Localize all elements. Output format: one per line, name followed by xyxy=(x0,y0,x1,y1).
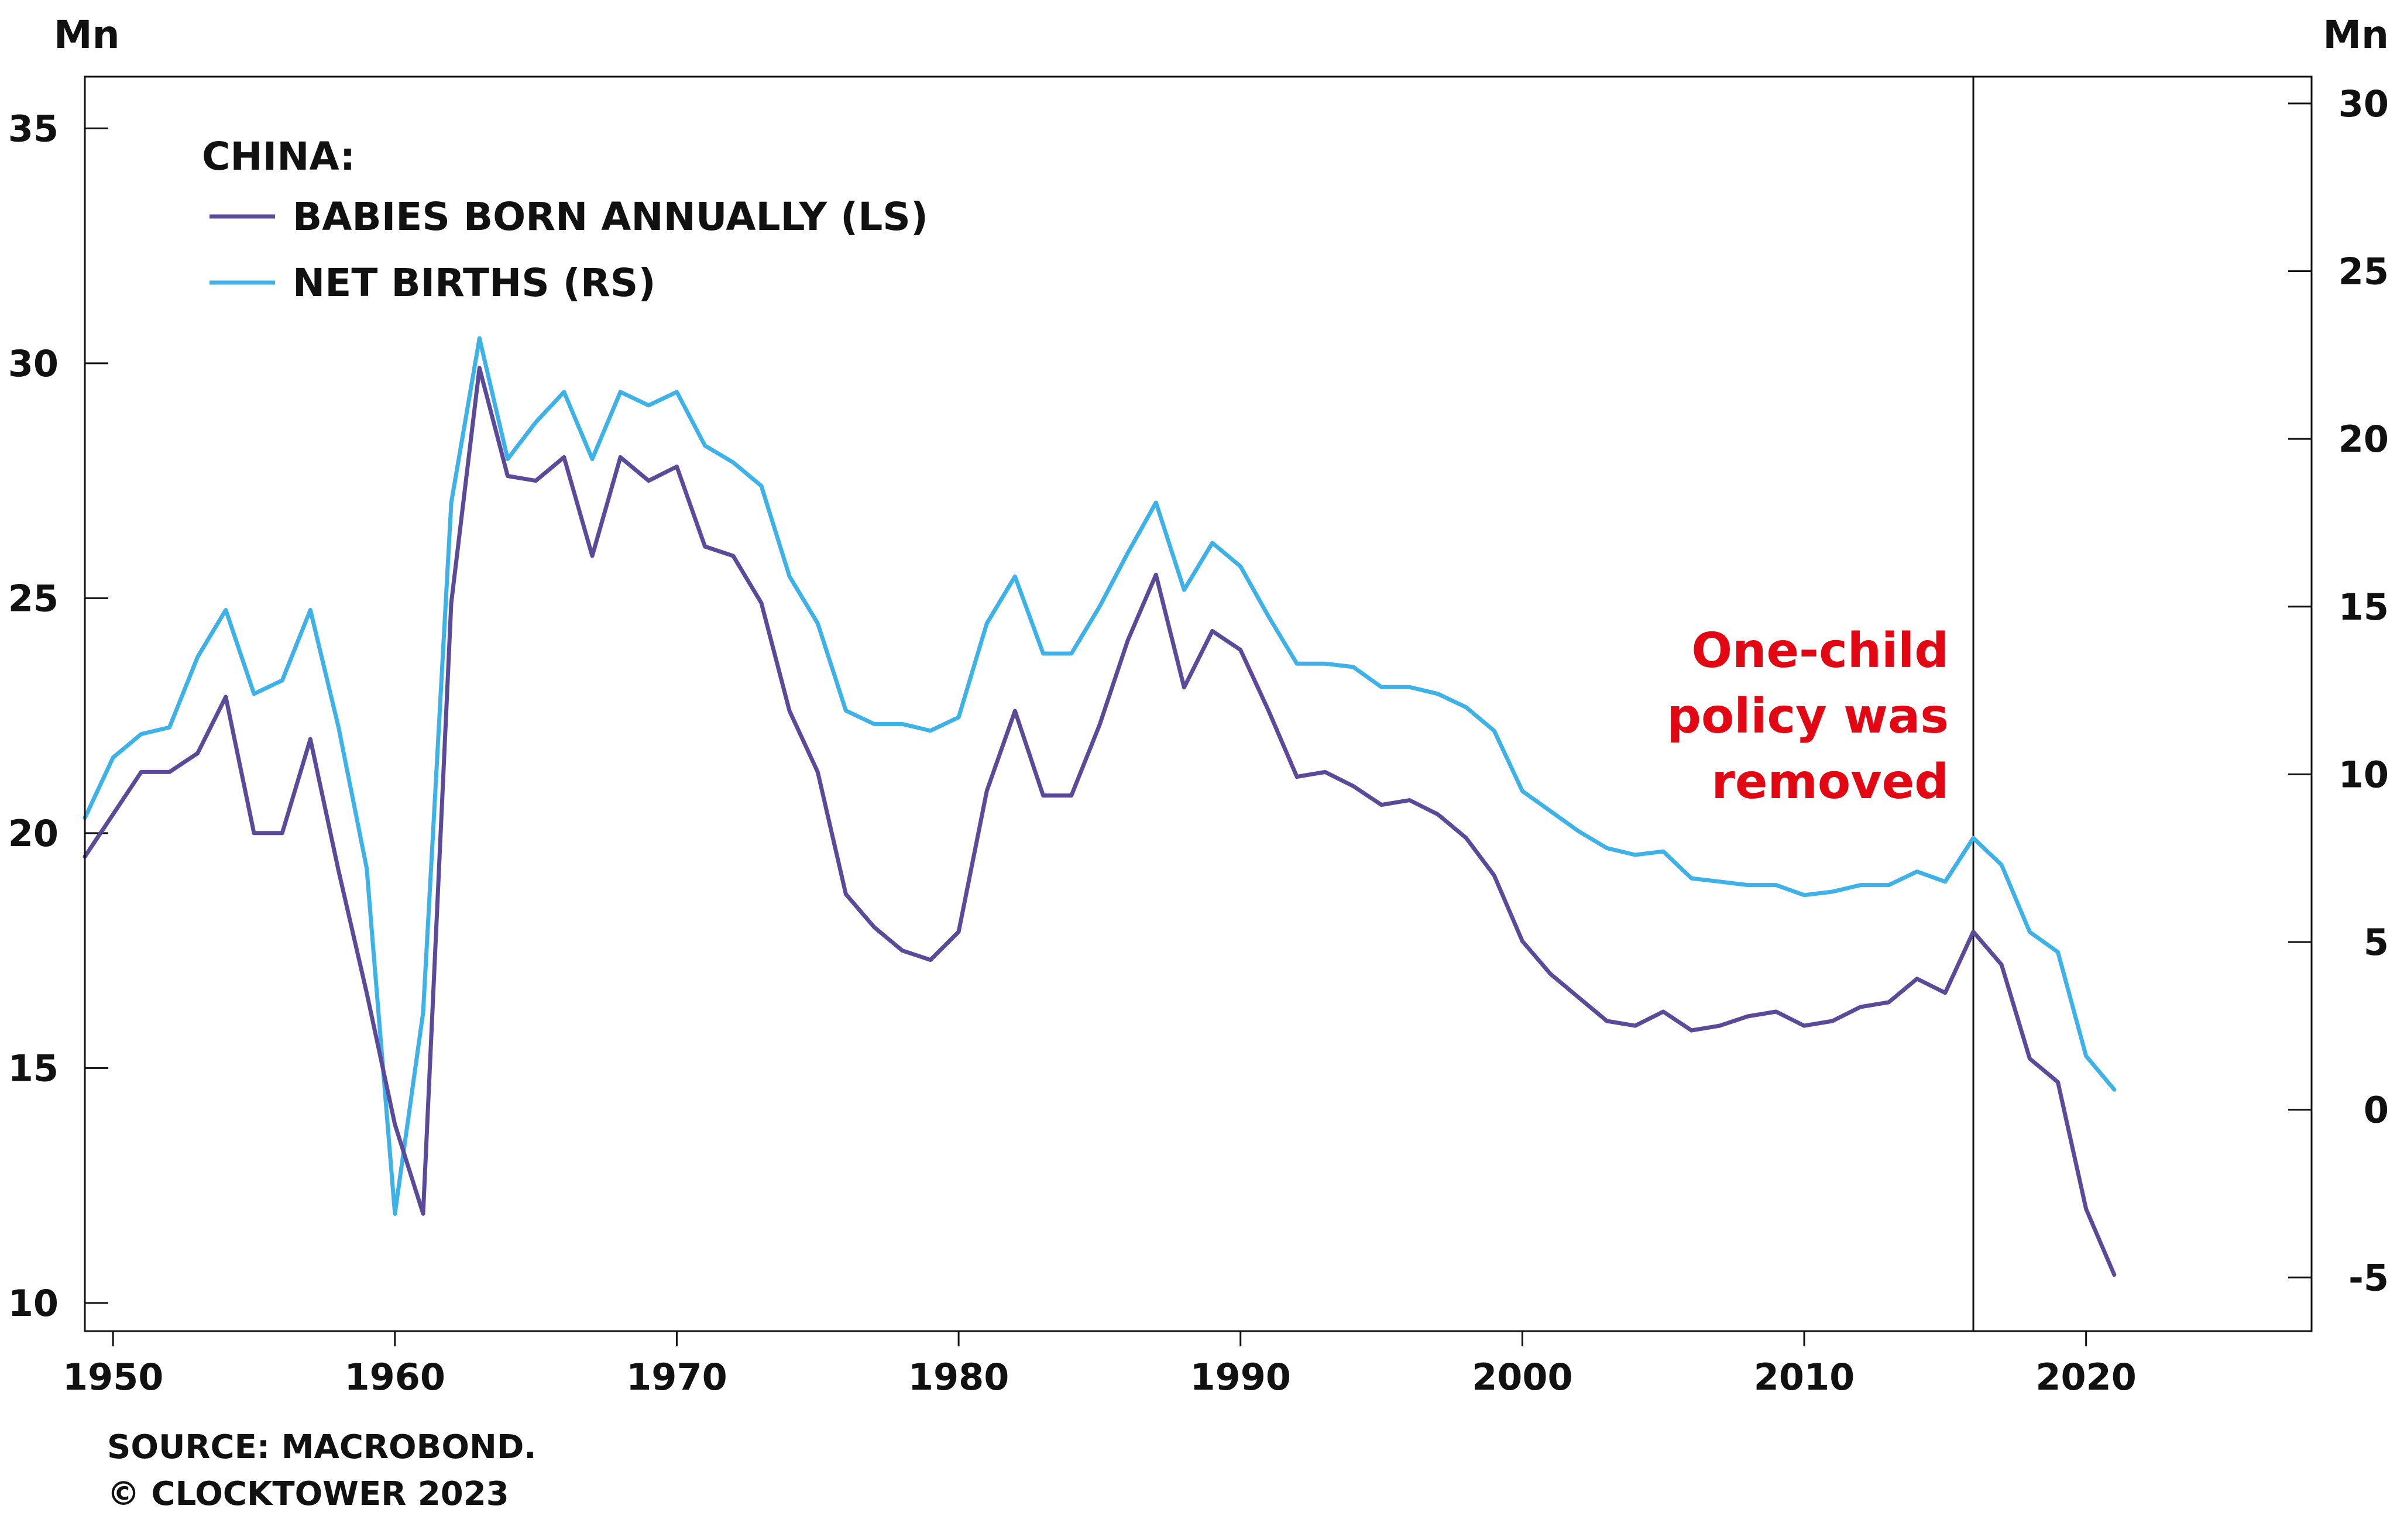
x-tick-label-2000: 2000 xyxy=(1472,1356,1573,1398)
left-tick-label-25: 25 xyxy=(8,577,59,620)
right-tick-label-5: 5 xyxy=(2364,921,2389,964)
right-tick-label-10: 10 xyxy=(2338,753,2389,796)
x-tick-label-2020: 2020 xyxy=(2035,1356,2137,1398)
right-tick-label-15: 15 xyxy=(2338,586,2389,628)
right-tick-label-20: 20 xyxy=(2338,418,2389,460)
left-tick-label-30: 30 xyxy=(8,342,59,385)
left-axis-ticks xyxy=(85,127,108,1304)
right-axis-unit: Mn xyxy=(2323,12,2389,57)
right-tick-label-25: 25 xyxy=(2338,250,2389,293)
x-tick-label-1990: 1990 xyxy=(1190,1356,1291,1398)
x-tick-label-2010: 2010 xyxy=(1754,1356,1855,1398)
left-tick-label-20: 20 xyxy=(8,812,59,855)
x-tick-label-1960: 1960 xyxy=(345,1356,446,1398)
left-axis-tick-labels: 35 30 25 20 15 10 xyxy=(8,107,59,1324)
left-tick-label-10: 10 xyxy=(8,1282,59,1325)
copyright-note: © CLOCKTOWER 2023 xyxy=(107,1475,509,1513)
right-axis-tick-labels: 30 25 20 15 10 5 0 -5 xyxy=(2338,82,2389,1299)
right-axis-ticks xyxy=(2288,102,2312,1278)
policy-annotation: One-child policy was removed xyxy=(1667,623,1949,810)
annotation-line-2: policy was xyxy=(1667,689,1949,744)
annotation-line-3: removed xyxy=(1711,754,1949,810)
series-line-babies-born xyxy=(83,366,2117,1277)
x-tick-label-1980: 1980 xyxy=(908,1356,1009,1398)
x-axis-tick-labels: 1950 1960 1970 1980 1990 2000 2010 2020 xyxy=(63,1356,2137,1398)
right-tick-label-30: 30 xyxy=(2338,82,2389,125)
legend-label-net-births: NET BIRTHS (RS) xyxy=(293,260,656,305)
legend: CHINA: BABIES BORN ANNUALLY (LS) NET BIR… xyxy=(202,134,928,305)
annotation-line-1: One-child xyxy=(1691,623,1949,679)
left-tick-label-15: 15 xyxy=(8,1047,59,1089)
series-line-net-births xyxy=(83,336,2117,1216)
x-axis-ticks xyxy=(112,1331,2087,1346)
x-tick-label-1950: 1950 xyxy=(63,1356,164,1398)
series-layer xyxy=(83,336,2117,1277)
plot-frame xyxy=(84,75,2313,1332)
right-tick-label--5: -5 xyxy=(2348,1256,2389,1299)
right-tick-label-0: 0 xyxy=(2364,1089,2389,1132)
legend-label-babies-born: BABIES BORN ANNUALLY (LS) xyxy=(293,194,928,239)
legend-title: CHINA: xyxy=(202,134,355,179)
source-note: SOURCE: MACROBOND. xyxy=(107,1428,537,1466)
left-tick-label-35: 35 xyxy=(8,107,59,150)
x-tick-label-1970: 1970 xyxy=(626,1356,727,1398)
left-axis-unit: Mn xyxy=(54,12,120,57)
